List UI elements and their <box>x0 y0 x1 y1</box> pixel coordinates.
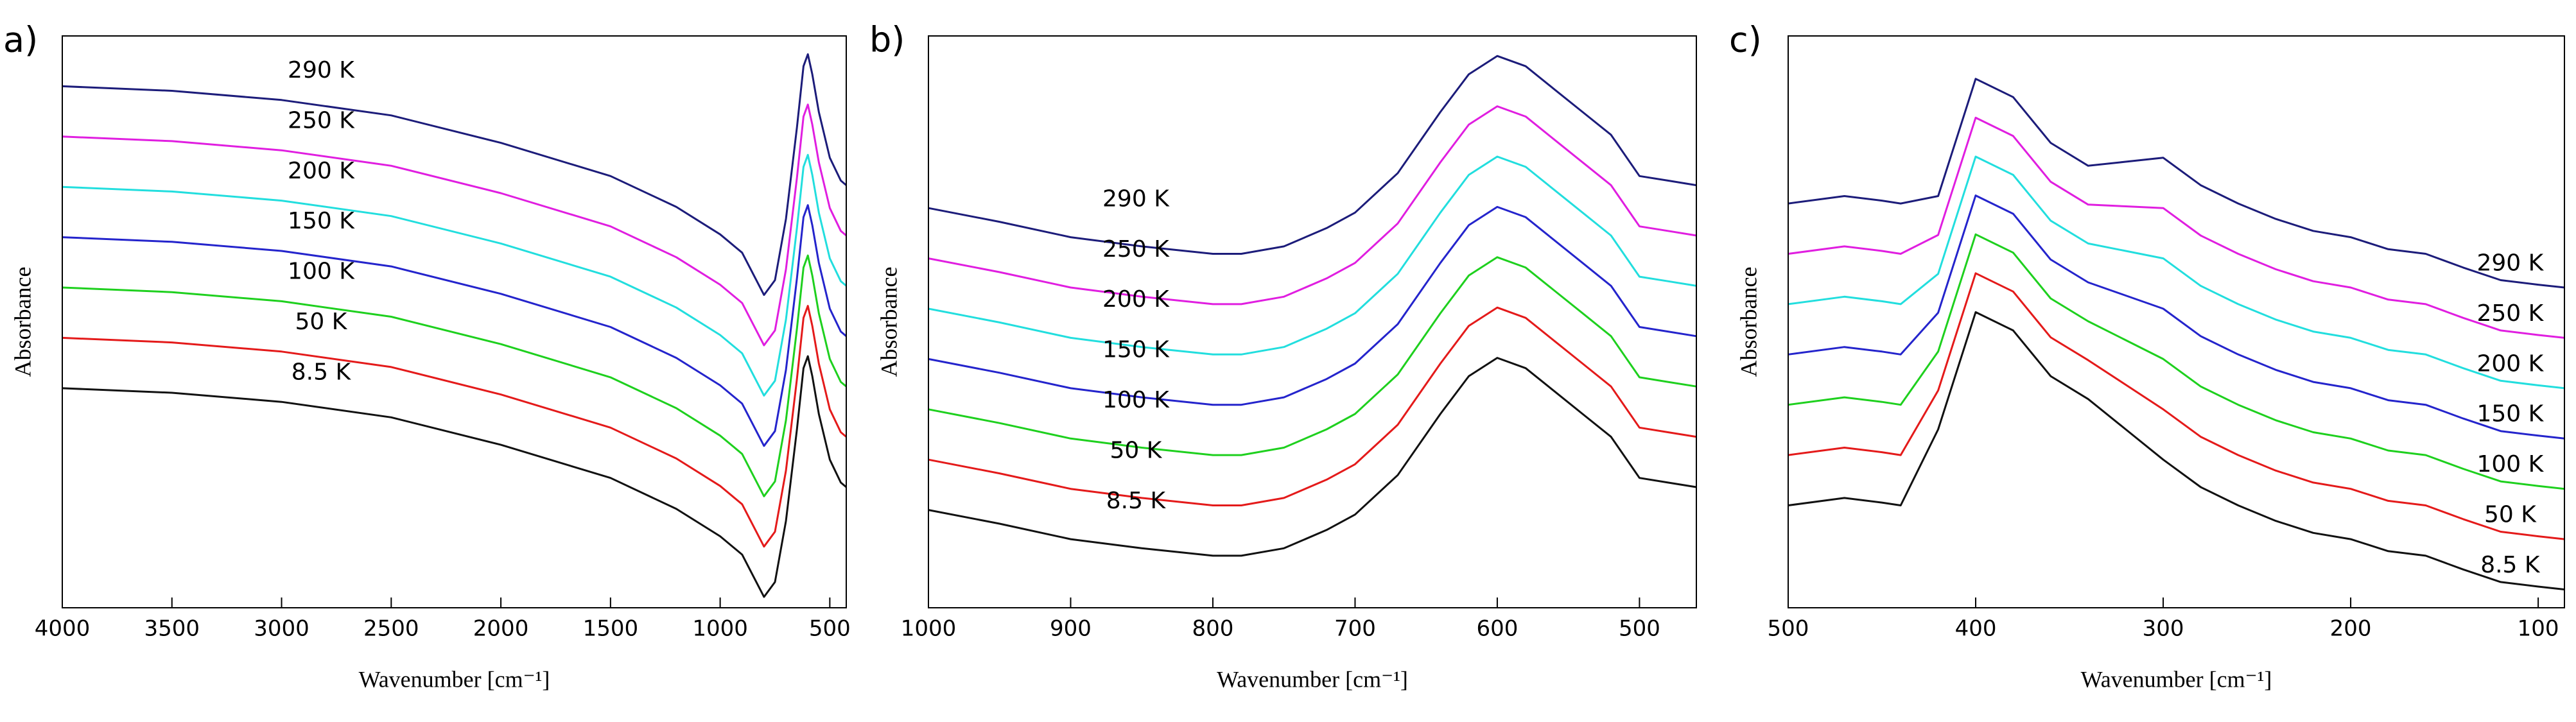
series-line <box>1788 233 2565 490</box>
x-tick-label: 600 <box>1476 616 1518 642</box>
series-label: 200 K <box>2476 350 2544 377</box>
series-label: 8.5 K <box>292 359 352 385</box>
series-line <box>928 306 1697 506</box>
series-label: 290 K <box>2476 250 2544 277</box>
series-line <box>1788 311 2565 590</box>
x-tick-label: 500 <box>1768 616 1809 642</box>
series-line <box>928 357 1697 557</box>
series-label: 8.5 K <box>1106 488 1167 514</box>
series-line <box>1788 155 2565 390</box>
series-line <box>928 55 1697 255</box>
series-line <box>1788 194 2565 440</box>
series-label: 100 K <box>1102 387 1170 413</box>
series-label: 250 K <box>2476 300 2544 327</box>
series-label: 50 K <box>1110 437 1162 463</box>
series-label: 8.5 K <box>2480 552 2541 578</box>
series-label: 290 K <box>288 57 355 83</box>
y-axis-label: Absorbance <box>1736 267 1761 377</box>
x-tick-label: 3000 <box>254 616 309 642</box>
x-tick-label: 1000 <box>692 616 748 642</box>
series-line <box>62 204 847 447</box>
x-tick-label: 2500 <box>363 616 419 642</box>
x-tick-label: 900 <box>1050 616 1092 642</box>
series-line <box>62 254 847 497</box>
x-axis-label: Wavenumber [cm⁻¹] <box>359 666 550 692</box>
series-line <box>62 103 847 347</box>
series-line <box>928 205 1697 406</box>
series-label: 100 K <box>2476 451 2544 477</box>
series-label: 150 K <box>288 208 355 234</box>
series-label: 50 K <box>295 309 348 335</box>
series-line <box>1788 116 2565 339</box>
x-tick-label: 200 <box>2330 616 2372 642</box>
series-line <box>62 153 847 397</box>
series-label: 150 K <box>2476 401 2544 427</box>
series-label: 250 K <box>288 107 355 133</box>
plot-frame <box>928 35 1697 608</box>
x-tick-label: 500 <box>809 616 851 642</box>
series-label: 50 K <box>2484 502 2537 528</box>
x-tick-label: 3500 <box>144 616 200 642</box>
x-tick-label: 700 <box>1334 616 1376 642</box>
x-axis-label: Wavenumber [cm⁻¹] <box>2081 666 2272 692</box>
series-line <box>928 155 1697 356</box>
series-line <box>62 53 847 297</box>
series-label: 200 K <box>288 158 355 184</box>
x-tick-label: 100 <box>2518 616 2559 642</box>
x-tick-label: 2000 <box>473 616 529 642</box>
x-axis-label: Wavenumber [cm⁻¹] <box>1217 666 1408 692</box>
panel: a) Absorbance Wavenumber [cm⁻¹] 4000 3500 300… <box>3 20 851 692</box>
series-line <box>928 105 1697 305</box>
series-line <box>1788 272 2565 540</box>
series-line <box>928 256 1697 456</box>
panel: c) Absorbance Wavenumber [cm⁻¹] 500 400 300 20… <box>1729 20 2565 692</box>
series-line <box>1788 78 2565 289</box>
plot-frame <box>62 35 847 608</box>
x-tick-label: 300 <box>2143 616 2184 642</box>
series-label: 290 K <box>1102 185 1170 212</box>
x-tick-label: 1500 <box>583 616 639 642</box>
panel-label: a) <box>3 20 38 60</box>
series-label: 100 K <box>288 259 355 285</box>
series-line <box>62 305 847 548</box>
series-label: 200 K <box>1102 286 1170 313</box>
y-axis-label: Absorbance <box>10 267 35 377</box>
series-line <box>62 355 847 598</box>
series-label: 250 K <box>1102 236 1170 262</box>
x-tick-label: 4000 <box>35 616 91 642</box>
panel-label: c) <box>1729 20 1762 60</box>
x-tick-label: 800 <box>1192 616 1234 642</box>
x-tick-label: 1000 <box>901 616 957 642</box>
panel-label: b) <box>869 20 905 60</box>
plot-frame <box>1788 35 2565 608</box>
x-tick-label: 400 <box>1955 616 1997 642</box>
x-tick-label: 500 <box>1619 616 1660 642</box>
series-label: 150 K <box>1102 337 1170 363</box>
y-axis-label: Absorbance <box>876 267 901 377</box>
panel: b) Absorbance Wavenumber [cm⁻¹] 1000 900 800 7… <box>869 20 1697 692</box>
